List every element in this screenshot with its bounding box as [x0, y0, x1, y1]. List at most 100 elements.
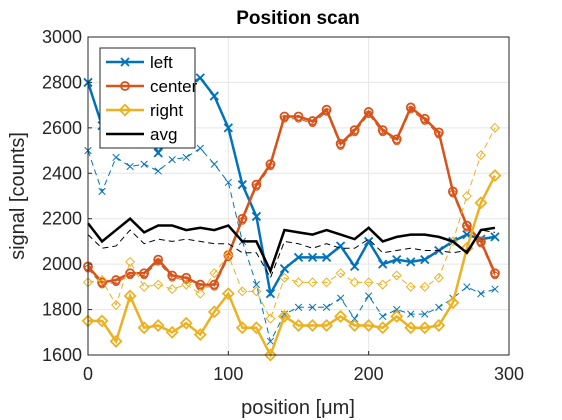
marker-stroke	[308, 303, 317, 311]
series-right-point	[207, 305, 221, 319]
x-tick-label: 100	[213, 364, 243, 384]
series-center-point	[111, 275, 121, 285]
marker-stroke	[140, 160, 148, 168]
series-left-dashed-point	[140, 160, 148, 168]
series-center-point	[405, 102, 416, 113]
series-left-point	[406, 257, 416, 267]
series-left-point	[420, 254, 430, 265]
legend-label: right	[150, 101, 183, 120]
series-left-point	[153, 148, 163, 158]
legend-marker	[118, 103, 132, 117]
marker-stroke	[293, 252, 304, 262]
series-right-point	[151, 318, 165, 332]
marker-stroke	[224, 178, 232, 187]
series-right-dashed-point	[349, 277, 360, 288]
series-right-dashed-point	[419, 281, 430, 292]
legend-item-avg: avg	[106, 125, 177, 144]
legend-label: avg	[150, 125, 177, 144]
marker-stroke	[126, 162, 134, 171]
series-left-dashed-point	[336, 294, 345, 302]
series-right-point	[123, 289, 137, 303]
y-tick-label: 2400	[42, 163, 82, 183]
series-right-point	[348, 318, 362, 332]
series-left-dashed-point	[393, 305, 401, 314]
y-tick-label: 2800	[42, 72, 82, 92]
series-right-point	[109, 334, 123, 348]
series-right-dashed-point	[475, 150, 486, 161]
marker-stroke	[407, 310, 415, 318]
marker-stroke	[364, 236, 374, 247]
marker-stroke	[336, 294, 345, 302]
series-right-dashed-point	[139, 281, 150, 292]
series-right-dashed-point	[195, 288, 206, 299]
series-right-dashed-point	[293, 277, 304, 288]
series-right-dashed-point	[153, 279, 164, 290]
marker-stroke	[406, 257, 416, 267]
marker-stroke	[365, 292, 373, 300]
y-tick-label: 1800	[42, 300, 82, 320]
series-center-point	[293, 111, 304, 122]
y-tick-label: 2000	[42, 254, 82, 274]
series-left-point	[335, 241, 346, 251]
series-right-dashed-point	[405, 281, 416, 292]
series-right-dashed-point	[181, 279, 192, 290]
series-left-dashed-point	[477, 290, 485, 298]
marker-stroke	[280, 310, 289, 318]
series-right-point	[179, 316, 193, 330]
series-right-dashed-point	[489, 122, 500, 133]
series-left-dashed-point	[308, 303, 317, 311]
series-center-point	[419, 113, 430, 124]
x-tick-label: 0	[83, 364, 93, 384]
series-right-point	[235, 321, 249, 335]
marker-stroke	[435, 303, 443, 311]
marker-stroke	[491, 285, 499, 293]
marker-stroke	[322, 303, 331, 311]
series-right-point	[390, 309, 404, 323]
series-right-dashed-point	[237, 286, 248, 297]
series-left-point	[293, 252, 304, 262]
series-left-dashed-point	[210, 160, 218, 168]
marker-stroke	[210, 160, 218, 168]
x-tick-label: 300	[494, 364, 524, 384]
marker-stroke	[463, 283, 471, 291]
marker-stroke	[252, 280, 261, 289]
legend-item-left: left	[106, 53, 173, 72]
series-left-dashed-point	[421, 310, 429, 318]
series-left-dashed-point	[407, 310, 415, 318]
series-left-point	[223, 123, 233, 133]
series-center-point	[139, 268, 150, 279]
series-right-point	[418, 321, 432, 335]
series-right-dashed-point	[279, 272, 290, 283]
series-right-dashed-point	[335, 268, 346, 279]
y-tick-label: 3000	[42, 27, 82, 47]
marker-stroke	[153, 148, 163, 158]
series-left-dashed-point	[224, 178, 232, 187]
series-right-point	[334, 309, 348, 323]
series-left-point	[265, 289, 276, 299]
series-avg-line	[87, 217, 496, 275]
marker-stroke	[120, 57, 130, 67]
legend-marker	[120, 57, 130, 67]
series-left-dashed-point	[182, 153, 190, 162]
y-tick-label: 2600	[42, 118, 82, 138]
series-center-point	[433, 127, 444, 138]
series-right-point	[320, 318, 334, 332]
series-right-point	[263, 348, 277, 362]
chart-title: Position scan	[236, 8, 360, 29]
series-right-point	[193, 328, 207, 342]
y-axis-label: signal [counts]	[7, 132, 29, 260]
marker-stroke	[335, 241, 346, 251]
series-right-dashed-point	[265, 313, 276, 324]
series-left-dashed-point	[196, 144, 204, 152]
series-left-dashed-point	[154, 167, 162, 175]
series-left-point	[209, 91, 219, 101]
series-center-point	[349, 125, 360, 136]
series-center-point	[251, 179, 262, 190]
legend-item-right: right	[106, 101, 183, 120]
series-left-dashed-point	[379, 312, 387, 321]
marker-stroke	[462, 229, 472, 240]
series-center-point	[363, 107, 374, 117]
series-right-dashed-point	[321, 277, 332, 288]
series-left-dashed-point	[98, 187, 106, 196]
